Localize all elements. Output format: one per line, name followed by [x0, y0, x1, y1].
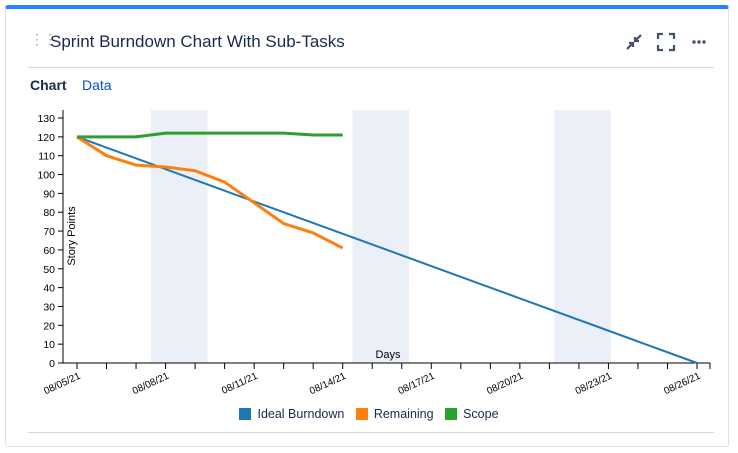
x-tick-label: 08/23/21 [574, 371, 614, 398]
fullscreen-icon[interactable] [655, 31, 677, 53]
legend-remaining[interactable]: Remaining [355, 407, 434, 421]
y-tick-label: 70 [43, 226, 55, 238]
legend-swatch [355, 408, 368, 420]
collapse-icon[interactable] [623, 31, 645, 53]
non-working-band [352, 110, 410, 363]
y-tick-label: 110 [38, 151, 55, 163]
footer-divider [28, 432, 714, 433]
y-tick-label: 10 [43, 339, 55, 351]
remaining-line [76, 135, 344, 250]
y-tick-label: 80 [43, 207, 55, 219]
legend-scope[interactable]: Scope [445, 407, 499, 421]
scope-line [77, 131, 343, 139]
legend-ideal[interactable]: Ideal Burndown [239, 407, 344, 421]
x-tick-label: 08/17/21 [397, 371, 437, 398]
tab-data[interactable]: Data [82, 77, 112, 93]
y-tick-label: 90 [43, 188, 55, 200]
ideal-burndown-line [76, 135, 698, 364]
x-axis-label: Days [375, 349, 401, 361]
header-divider [28, 67, 714, 68]
non-working-band [150, 110, 208, 363]
legend-swatch [239, 408, 252, 420]
legend-label: Remaining [373, 407, 434, 421]
y-tick-label: 0 [49, 358, 55, 370]
legend-swatch [445, 408, 458, 420]
non-working-band [554, 110, 611, 363]
x-tick-label: 08/20/21 [485, 371, 525, 398]
x-tick-label: 08/08/21 [131, 371, 171, 398]
chart-legend: Ideal Burndown Remaining Scope [0, 407, 738, 423]
x-tick-label: 08/14/21 [308, 371, 348, 398]
legend-label: Scope [463, 407, 499, 421]
y-axis-label: Story Points [66, 206, 78, 266]
x-tick-label: 08/05/21 [42, 371, 82, 398]
gadget-title: Sprint Burndown Chart With Sub-Tasks [50, 32, 345, 51]
y-tick-label: 50 [43, 264, 55, 276]
x-tick-label: 08/26/21 [662, 371, 702, 398]
legend-label: Ideal Burndown [257, 407, 345, 421]
y-tick-label: 40 [43, 283, 55, 295]
y-tick-label: 20 [43, 320, 55, 332]
more-icon[interactable] [688, 31, 710, 53]
y-tick-label: 60 [43, 245, 55, 257]
x-tick-label: 08/11/21 [220, 371, 260, 397]
y-tick-label: 130 [37, 113, 55, 125]
y-tick-label: 30 [43, 301, 55, 313]
tab-chart[interactable]: Chart [30, 77, 67, 93]
y-tick-label: 120 [37, 132, 55, 144]
drag-handle-icon[interactable]: ⋮⋮ [30, 31, 57, 47]
y-tick-label: 100 [37, 170, 55, 182]
